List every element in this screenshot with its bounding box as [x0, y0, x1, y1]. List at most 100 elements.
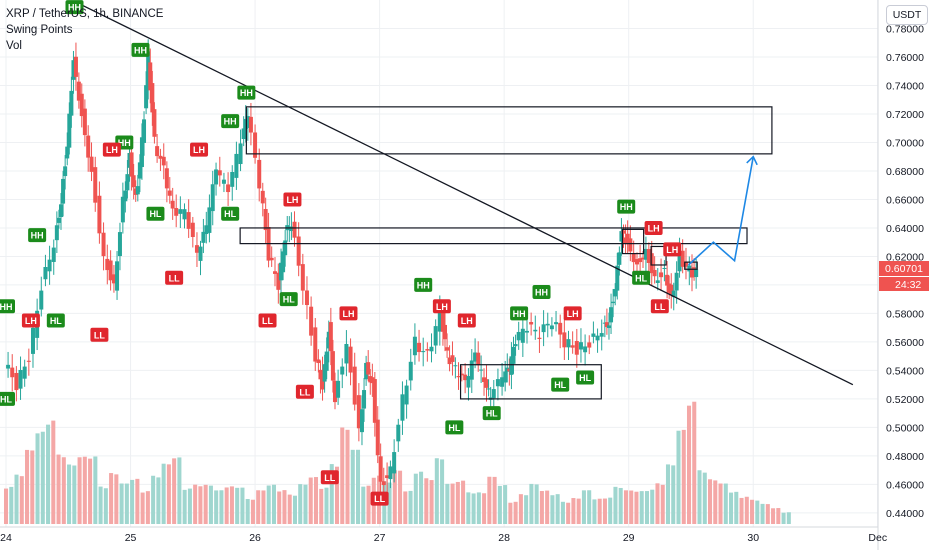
volume-bar-up: [581, 490, 586, 524]
zone-rectangles[interactable]: [239, 106, 773, 400]
time-axis[interactable]: 24 25 26 27 28 29 30 Dec: [0, 526, 887, 544]
drawn-lines[interactable]: [74, 0, 854, 386]
swing-label-text: LL: [299, 387, 310, 397]
swing-label-badge: [146, 206, 165, 221]
candle-body-up: [120, 196, 125, 223]
currency-button[interactable]: USDT: [886, 5, 928, 25]
swing-label-badge: [663, 242, 682, 257]
volume-bar-up: [124, 483, 129, 524]
volume-bar-down: [114, 474, 119, 524]
candle-body-down: [300, 264, 305, 291]
candle-body-down: [10, 367, 15, 378]
volume-bar-up: [471, 493, 476, 524]
swing-label-text: LL: [654, 302, 665, 312]
volume-bar-up: [419, 471, 424, 524]
volume-bar-down: [366, 485, 371, 524]
volume-bar-up: [729, 492, 734, 524]
volume-bar-down: [229, 486, 234, 524]
volume-bar-down: [30, 450, 35, 524]
swing-label-badge: [283, 192, 302, 207]
candle-body-down: [366, 362, 371, 375]
candle-body-down: [93, 167, 98, 203]
candle-body-up: [479, 369, 484, 371]
volume-bar-up: [214, 490, 219, 524]
candle-body-up: [214, 169, 219, 185]
candle-body-down: [649, 253, 654, 274]
candle-body-up: [221, 179, 226, 184]
countdown-text: 24:32: [895, 279, 921, 291]
volume-bar-down: [287, 494, 292, 524]
volume-bar-up: [298, 484, 303, 524]
candle-body-up: [520, 328, 525, 343]
candle-body-up: [469, 360, 474, 380]
volume-bar-down: [597, 498, 602, 524]
candle-body-up: [362, 390, 367, 409]
candle-body-up: [281, 251, 286, 273]
swing-label-badge: [237, 85, 256, 100]
volume-bar-down: [513, 501, 518, 524]
swing-label-text: LH: [193, 145, 205, 155]
volume-bar-up: [466, 492, 471, 524]
volume-bar-up: [219, 490, 224, 524]
candle-body-down: [440, 308, 445, 332]
candle-body-down: [248, 116, 253, 133]
candle-body-down: [73, 56, 78, 77]
candle-body-up: [326, 331, 331, 349]
candle-body-up: [602, 322, 607, 324]
candle-body-up: [204, 225, 209, 235]
swing-label-text: HL: [50, 316, 62, 326]
candle-body-down: [152, 109, 157, 137]
candle-body-up: [595, 335, 600, 341]
projection-path: [687, 156, 755, 266]
volume-bar-down: [308, 477, 313, 524]
volume-bar-up: [434, 458, 439, 524]
volume-bar-up: [240, 487, 245, 524]
volume-bar-up: [445, 483, 450, 524]
candle-body-up: [234, 153, 239, 178]
volume-bar-up: [361, 486, 366, 524]
swing-label-text: HH: [118, 138, 131, 148]
volume-bar-up: [130, 479, 135, 524]
candle-body-down: [174, 208, 179, 216]
time-tick-label: 29: [623, 532, 635, 544]
volume-bar-down: [398, 470, 403, 524]
candle-body-up: [210, 184, 215, 212]
indicator-swing-points[interactable]: Swing Points: [6, 24, 73, 36]
candle-body-up: [662, 267, 667, 269]
volume-bar-down: [4, 488, 9, 524]
indicator-volume[interactable]: Vol: [6, 40, 22, 52]
volume-bar-up: [781, 512, 786, 524]
candle-body-up: [453, 365, 458, 367]
swing-label-badge: [576, 370, 595, 385]
volume-bar-up: [534, 484, 539, 524]
volume-bar-up: [292, 495, 297, 524]
price-tick-label: 0.52000: [886, 394, 924, 406]
time-tick-label: Dec: [868, 532, 887, 544]
candle-body-up: [125, 174, 130, 191]
volume-bar-up: [644, 491, 649, 524]
candle-body-down: [459, 373, 464, 376]
swing-label-text: HH: [68, 3, 81, 13]
candle-body-up: [146, 51, 151, 87]
candle-body-up: [473, 352, 478, 362]
swing-label-text: LL: [169, 273, 180, 283]
volume-bar-down: [392, 470, 397, 524]
last-price-badge: [879, 261, 929, 276]
volume-bar-up: [723, 483, 728, 524]
volume-bar-up: [613, 486, 618, 524]
volume-bar-up: [387, 482, 392, 524]
volume-bar-up: [98, 486, 103, 524]
candle-body-up: [509, 356, 514, 375]
candle-body-up: [466, 376, 471, 388]
volume-bar-up: [786, 512, 791, 524]
volume-bar-down: [623, 490, 628, 524]
candle-body-down: [89, 156, 94, 172]
candle-body-down: [320, 370, 325, 390]
candle-body-down: [634, 259, 639, 265]
candle-body-up: [207, 207, 212, 233]
candle-body-up: [30, 327, 35, 354]
volume-bar-down: [313, 477, 319, 524]
candle-body-up: [22, 366, 27, 379]
